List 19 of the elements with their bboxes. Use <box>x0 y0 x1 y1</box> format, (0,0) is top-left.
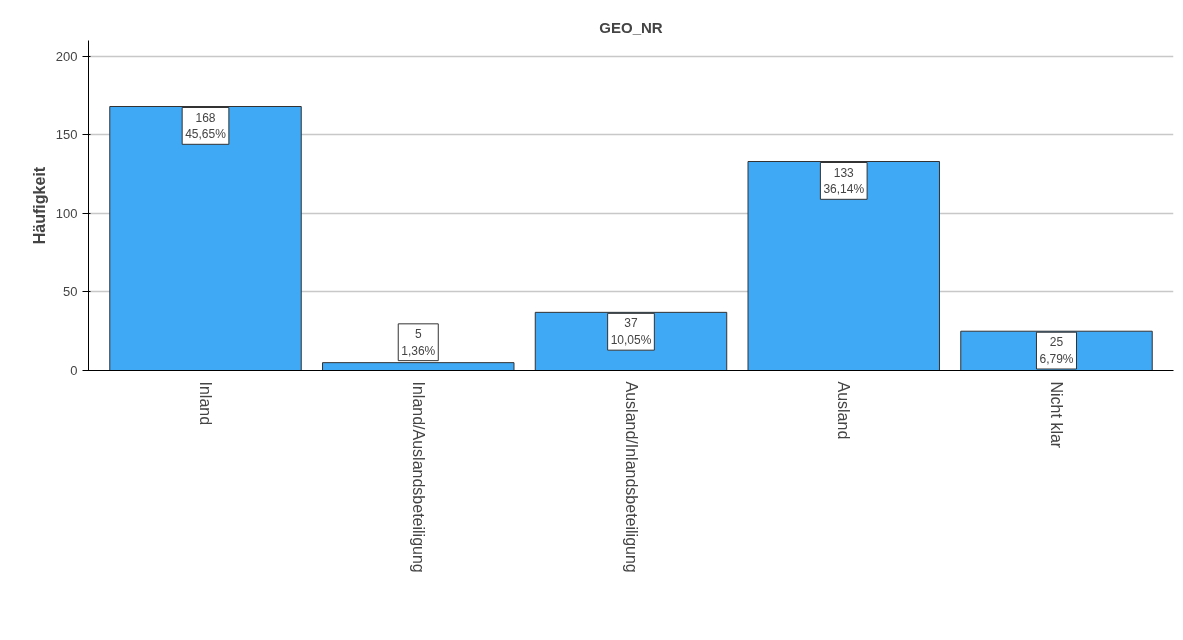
y-tick-label: 0 <box>70 363 78 378</box>
y-tick-label: 200 <box>55 48 78 64</box>
bar <box>747 161 940 371</box>
x-tick-label: Inland/Auslandsbeteiligung <box>409 381 427 573</box>
y-tick-label: 50 <box>63 284 78 300</box>
data-label: 37 10,05% <box>610 316 652 348</box>
x-tick-label: Ausland/Inlandsbeteiligung <box>622 381 640 573</box>
bar <box>109 106 302 371</box>
y-tick-label: 150 <box>55 127 78 143</box>
y-axis-title: Häufigkeit <box>30 166 48 245</box>
chart-title: GEO_NR <box>599 18 663 36</box>
x-tick-label: Nicht klar <box>1047 381 1065 449</box>
data-label: 5 1,36% <box>401 326 436 358</box>
y-tick-label: 100 <box>55 205 78 221</box>
x-tick-label: Ausland <box>835 381 853 440</box>
data-label: 25 6,79% <box>1039 335 1074 367</box>
data-label: 168 45,65% <box>185 110 227 142</box>
data-label: 133 36,14% <box>823 165 865 197</box>
x-tick-label: Inland <box>197 381 215 426</box>
